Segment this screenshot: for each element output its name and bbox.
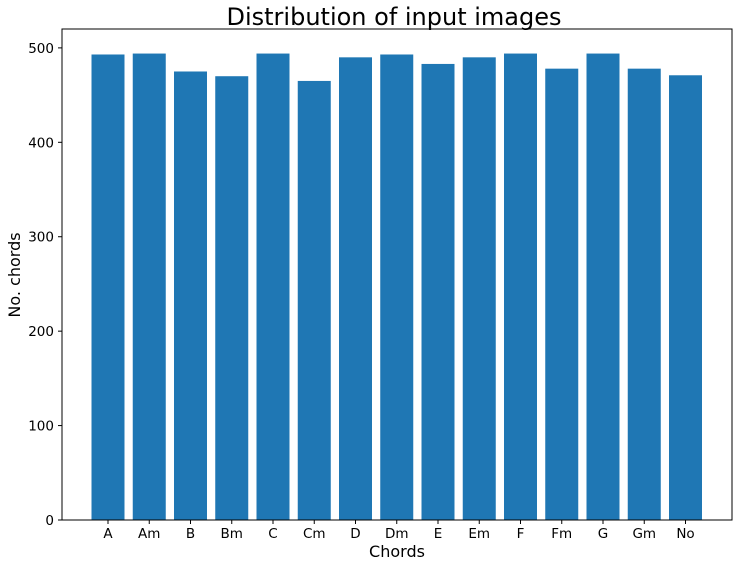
x-tick-label: Dm [385,526,409,542]
y-axis: 0 100 200 300 400 500 [28,41,62,529]
x-tick-label: No [676,526,694,542]
x-axis: A Am B Bm C Cm D Dm E Em F Fm G Gm No [103,520,695,542]
x-tick-label: Am [138,526,160,542]
y-axis-label: No. chords [5,232,24,317]
y-tick-label: 100 [28,419,54,435]
bar-f [504,53,537,521]
bar-fm [545,68,579,520]
bar-dm [380,54,414,521]
x-axis-label: Chords [369,542,425,561]
x-tick-label: G [598,526,608,542]
x-tick-label: A [103,526,113,542]
y-tick-label: 400 [28,135,54,151]
bar-em [462,57,496,520]
x-tick-label: Bm [221,526,243,542]
bar-cm [297,80,331,521]
chart-title: Distribution of input images [226,3,561,31]
y-tick-label: 500 [28,41,54,57]
x-tick-label: F [517,526,525,542]
bar-e [421,63,455,520]
bar-no [669,75,702,521]
bar-c [256,53,290,521]
bar-g [586,53,620,521]
x-tick-label: Gm [632,526,656,542]
x-tick-label: Em [468,526,490,542]
x-tick-label: E [434,526,443,542]
bar-b [174,71,207,521]
y-tick-label: 200 [28,324,54,340]
bar-am [132,53,166,521]
bar-bm [215,76,249,521]
bar-gm [627,68,661,520]
y-tick-label: 0 [45,513,54,529]
x-tick-label: Cm [303,526,326,542]
x-tick-label: Fm [551,526,572,542]
bars-group [91,53,702,521]
x-tick-label: B [186,526,195,542]
x-tick-label: D [350,526,360,542]
x-tick-label: C [268,526,277,542]
y-tick-label: 300 [28,230,54,246]
bar-d [339,57,372,520]
bar-a [91,54,125,521]
